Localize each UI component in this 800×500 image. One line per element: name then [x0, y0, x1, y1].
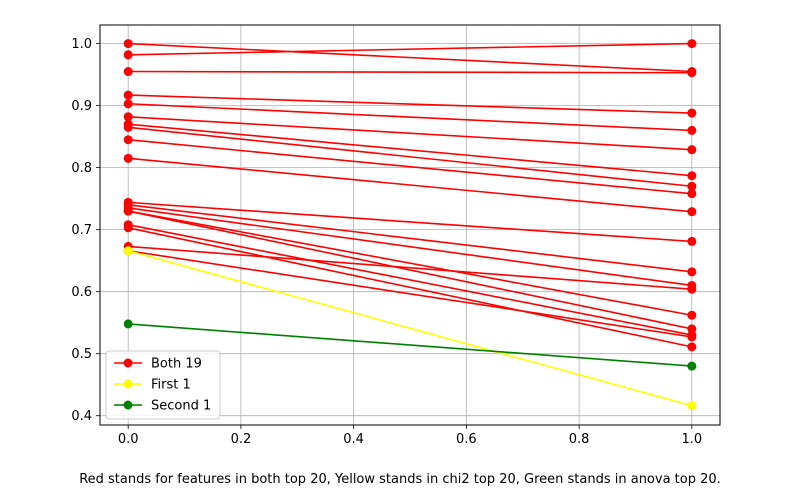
- series-segment: [128, 249, 692, 338]
- series-segment: [128, 94, 692, 114]
- series-segment: [128, 102, 692, 132]
- x-tick-label: 0.0: [118, 432, 139, 447]
- data-point: [123, 39, 133, 49]
- x-tick-label: 0.6: [456, 432, 477, 447]
- x-tick-label: 0.2: [231, 432, 252, 447]
- axis-ticks: 0.0 0.2 0.4 0.6 0.8 1.0 0.4 0.5 0.6 0.7 0.8 0.9 1.0: [71, 37, 702, 447]
- data-point: [687, 189, 697, 199]
- data-point: [123, 112, 133, 122]
- data-point: [687, 284, 697, 294]
- y-tick-label: 0.6: [71, 285, 92, 300]
- data-point: [687, 332, 697, 342]
- series-line: [123, 67, 697, 78]
- plot-frame: [99, 24, 721, 426]
- series-line: [123, 112, 697, 155]
- legend-swatch-marker: [123, 400, 133, 410]
- y-tick-label: 0.5: [71, 347, 92, 362]
- series-segment: [128, 115, 692, 151]
- series-line: [123, 246, 697, 342]
- data-point: [687, 342, 697, 352]
- series-segment: [128, 123, 692, 177]
- y-tick-label: 0.8: [71, 161, 92, 176]
- series-line: [123, 90, 697, 118]
- y-tick-label: 1.0: [71, 37, 92, 52]
- series-segment: [128, 126, 692, 188]
- data-point: [123, 319, 133, 329]
- data-point: [687, 310, 697, 320]
- legend-swatch-marker: [123, 358, 133, 368]
- data-point: [687, 207, 697, 217]
- series-segment: [128, 227, 692, 348]
- data-point: [123, 67, 133, 77]
- series-segment: [128, 223, 692, 336]
- series-segment: [128, 210, 692, 317]
- figure-caption: Red stands for features in both top 20, …: [79, 472, 721, 487]
- y-tick-label: 0.7: [71, 223, 92, 238]
- series-segment: [128, 207, 692, 287]
- series-segment: [128, 157, 692, 213]
- series-line: [123, 153, 697, 217]
- series-line: [123, 241, 697, 294]
- series-segment: [128, 204, 692, 273]
- y-tick-label: 0.9: [71, 99, 92, 114]
- series-segment: [128, 70, 692, 74]
- data-point: [123, 135, 133, 145]
- x-tick-label: 1.0: [681, 432, 702, 447]
- series-line: [123, 203, 697, 290]
- data-point: [687, 108, 697, 118]
- legend: Both 19 First 1 Second 1: [105, 350, 221, 420]
- series-line: [123, 200, 697, 277]
- legend-item: Both 19: [114, 357, 202, 372]
- series-segment: [128, 201, 692, 243]
- series-lines: [123, 39, 697, 411]
- data-point: [123, 90, 133, 100]
- series-line: [123, 135, 697, 199]
- series-segment: [128, 42, 692, 73]
- data-point: [687, 181, 697, 191]
- series-segment: [128, 245, 692, 290]
- legend-label: Both 19: [151, 357, 202, 372]
- data-point: [123, 99, 133, 109]
- series-segment: [128, 210, 692, 330]
- data-point: [687, 68, 697, 78]
- data-point: [123, 223, 133, 233]
- legend-label: First 1: [151, 378, 191, 393]
- data-point: [687, 39, 697, 49]
- series-line: [123, 99, 697, 135]
- data-point: [687, 267, 697, 277]
- data-point: [123, 206, 133, 216]
- data-point: [687, 145, 697, 155]
- series-line: [123, 206, 697, 334]
- data-point: [123, 50, 133, 60]
- series-segment: [127, 249, 693, 407]
- y-tick-label: 0.4: [71, 409, 92, 424]
- legend-box: [105, 350, 221, 420]
- series-line: [123, 39, 697, 60]
- data-point: [687, 401, 697, 411]
- legend-item: First 1: [114, 378, 191, 393]
- series-line: [123, 122, 697, 191]
- data-point: [687, 171, 697, 181]
- series-line: [123, 119, 697, 181]
- grid-lines: [100, 25, 720, 425]
- series-segment: [128, 138, 692, 195]
- legend-item: Second 1: [114, 399, 211, 414]
- series-segment: [128, 323, 692, 367]
- series-segment: [128, 42, 692, 56]
- data-point: [687, 324, 697, 334]
- data-point: [123, 246, 133, 256]
- series-line: [123, 246, 697, 411]
- series-line: [123, 223, 697, 352]
- x-tick-label: 0.4: [343, 432, 364, 447]
- data-point: [123, 153, 133, 163]
- x-tick-label: 0.8: [569, 432, 590, 447]
- legend-swatch-marker: [123, 379, 133, 389]
- data-point: [687, 236, 697, 246]
- legend-label: Second 1: [151, 399, 211, 414]
- series-line: [123, 319, 697, 371]
- data-point: [687, 125, 697, 135]
- data-point: [687, 361, 697, 371]
- data-point: [123, 122, 133, 132]
